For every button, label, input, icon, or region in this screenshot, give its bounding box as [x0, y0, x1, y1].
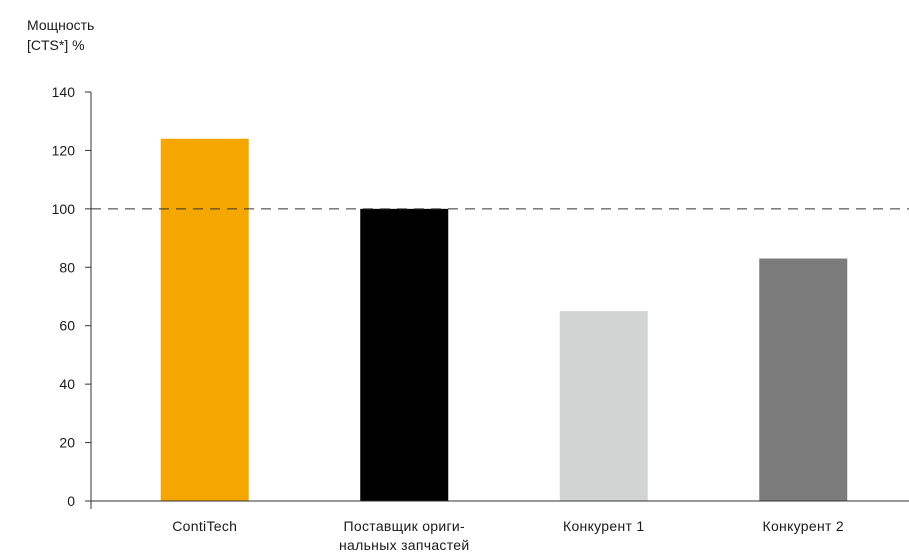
y-tick-label-80: 80: [59, 259, 75, 275]
y-tick-label-40: 40: [59, 376, 75, 392]
bar-2: [360, 208, 449, 501]
y-axis-ticks: 0 20 40 60 80 100 120 140: [52, 84, 91, 509]
y-axis-title-line-1: Мощность: [27, 17, 94, 33]
bar-3: [559, 311, 648, 501]
category-label-2-line-1: Поставщик ориги-: [344, 518, 465, 534]
bar-1: [160, 138, 249, 501]
y-tick-label-0: 0: [67, 493, 75, 509]
y-tick-label-140: 140: [52, 84, 76, 100]
category-label-3: Конкурент 1: [563, 518, 645, 534]
category-label-2-line-2: нальных запчастей: [339, 537, 470, 552]
y-tick-label-60: 60: [59, 318, 75, 334]
category-label-4: Конкурент 2: [763, 518, 845, 534]
bars: [160, 138, 848, 501]
bar-4: [759, 258, 848, 501]
y-tick-label-120: 120: [52, 142, 76, 158]
y-axis-title-line-2: [CTS*] %: [27, 37, 85, 53]
y-tick-label-100: 100: [52, 201, 76, 217]
category-labels: ContiTech Поставщик ориги-нальных запчаст…: [172, 518, 845, 552]
category-label-1: ContiTech: [172, 518, 237, 534]
y-tick-label-20: 20: [59, 435, 75, 451]
